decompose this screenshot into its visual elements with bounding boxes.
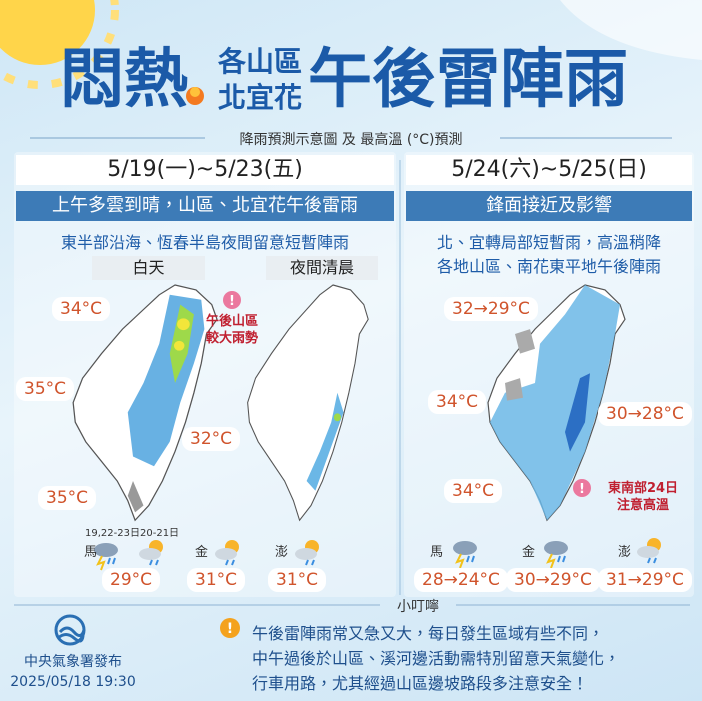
weather-icon: [215, 540, 239, 566]
weather-icon: [544, 541, 568, 569]
title-big: 午後雷陣雨: [308, 43, 628, 117]
title-main: 悶熱: [60, 43, 188, 117]
title-sub: 各山區: [218, 45, 303, 78]
label: 夜間清晨: [266, 256, 378, 280]
temperature: 34°C: [428, 390, 487, 414]
weather-icon: [453, 541, 477, 569]
alert: 較大雨勢: [205, 331, 258, 346]
weather-icon: [637, 538, 661, 564]
weather-icon: [139, 540, 163, 566]
island: 馬: [430, 545, 444, 560]
alert: 午後山區: [205, 314, 258, 329]
note: 北、宜轉局部短暫雨，高溫稍降: [436, 233, 661, 252]
svg-text:!: !: [579, 482, 585, 497]
tip: 中午過後於山區、溪河邊活動需特別留意天氣變化，: [252, 649, 621, 668]
island: 馬: [84, 545, 98, 560]
tip: 行車用路，尤其經過山區邊坡路段多注意安全！: [252, 674, 589, 693]
title-sub: 北宜花: [218, 81, 303, 114]
alert: 注意高溫: [616, 498, 669, 513]
temperature: 29°C: [102, 568, 161, 592]
island: 澎: [275, 545, 289, 560]
temperature: 32→29°C: [444, 297, 538, 321]
island: 金: [522, 545, 536, 560]
temperature: 30→28°C: [598, 402, 692, 426]
date: 5/24(六)~5/25(日): [406, 155, 692, 185]
temperature: 35°C: [16, 377, 75, 401]
icon-note: 19,22-23日: [85, 528, 140, 539]
svg-text:!: !: [229, 294, 235, 309]
temperature: 28→24°C: [414, 568, 508, 592]
date: 5/19(一)~5/23(五): [16, 155, 394, 185]
temperature: 34°C: [444, 479, 503, 503]
note: 東半部沿海、恆春半島夜間留意短暫陣雨: [60, 233, 349, 252]
svg-text:!: !: [227, 621, 233, 637]
temperature: 31→29°C: [598, 568, 692, 592]
subtitle: 降雨預測示意圖 及 最高溫 (°C)預測: [239, 132, 463, 148]
temperature: 31°C: [268, 568, 327, 592]
tip-title: 小叮嚀: [397, 599, 439, 615]
temperature: 34°C: [52, 297, 111, 321]
tip: 午後雷陣雨常又急又大，每日發生區域有些不同，: [252, 624, 605, 643]
temperature: 30→29°C: [506, 568, 600, 592]
weather-icon: [94, 543, 118, 571]
headline: 鋒面接近及影響: [406, 191, 692, 221]
note: 各地山區、南花東平地午後陣雨: [436, 257, 661, 276]
agency: 中央氣象署發布: [24, 654, 122, 670]
time: 2025/05/18 19:30: [10, 674, 136, 690]
icon-note: 20-21日: [140, 528, 180, 539]
island: 澎: [618, 545, 632, 560]
island: 金: [195, 545, 209, 560]
headline: 上午多雲到晴，山區、北宜花午後雷雨: [16, 191, 394, 221]
weather-icon: [295, 540, 319, 566]
label: 白天: [92, 256, 205, 280]
temperature: 32°C: [182, 427, 241, 451]
alert: 東南部24日: [607, 481, 679, 496]
temperature: 35°C: [38, 486, 97, 510]
temperature: 31°C: [187, 568, 246, 592]
